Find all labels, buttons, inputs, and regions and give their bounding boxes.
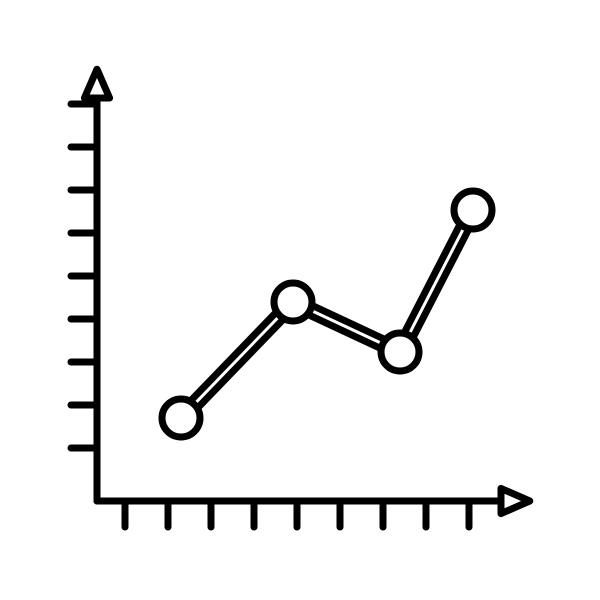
line-chart-icon (0, 0, 600, 600)
chart-svg (0, 0, 600, 600)
